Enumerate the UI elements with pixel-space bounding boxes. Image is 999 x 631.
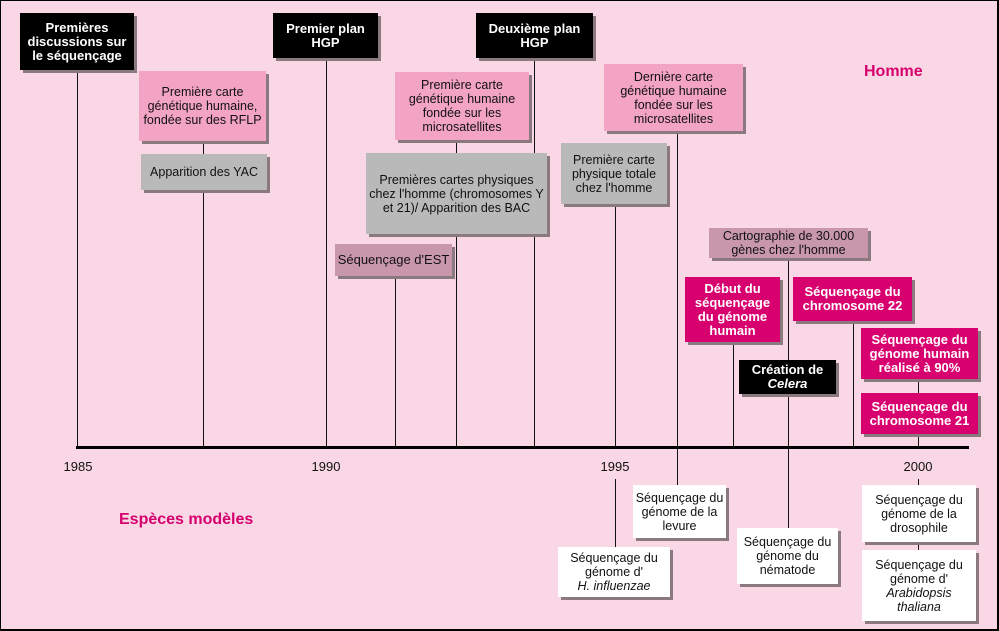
section-label-human: Homme — [864, 63, 923, 80]
connector-line — [615, 479, 616, 547]
event-mapping-30000-genes: Cartographie de 30.000 gènes chez l'homm… — [709, 228, 868, 258]
connector-line — [77, 71, 78, 447]
connector-line — [395, 276, 396, 447]
event-first-plan-hgp: Premier plan HGP — [273, 13, 378, 58]
connector-line — [853, 321, 854, 447]
event-total-physical-map: Première carte physique totale chez l'ho… — [561, 143, 667, 204]
event-microsatellite-map: Première carte génétique humaine fondée … — [395, 72, 529, 140]
year-label-1985: 1985 — [63, 459, 93, 474]
event-genome-90-percent: Séquençage du génome humain réalisé à 90… — [861, 328, 978, 379]
connector-line — [456, 140, 457, 447]
event-arabidopsis-genome: Séquençage du génome d' Arabidopsis thal… — [862, 550, 976, 621]
event-yac: Apparition des YAC — [141, 154, 267, 190]
h-influenzae-name: H. influenzae — [577, 579, 651, 593]
connector-line — [326, 59, 327, 447]
celera-prefix: Création de — [751, 362, 824, 377]
event-first-discussions: Premières discussions sur le séquençage — [20, 13, 134, 70]
event-chromosome-21: Séquençage du chromosome 21 — [861, 393, 978, 434]
event-genome-sequencing-start: Début du séquençage du génome humain — [685, 277, 780, 342]
connector-line — [615, 204, 616, 447]
event-h-influenzae-genome: Séquençage du génome d' H. influenzae — [558, 547, 670, 597]
event-rflp-map: Première carte génétique humaine, fondée… — [139, 71, 266, 141]
connector-line — [733, 342, 734, 447]
connector-line — [677, 131, 678, 485]
arabidopsis-name: Arabidopsis thaliana — [886, 585, 952, 614]
year-label-1990: 1990 — [311, 459, 341, 474]
event-chromosome-22: Séquençage du chromosome 22 — [793, 277, 912, 321]
timeline-axis — [76, 446, 969, 449]
event-second-plan-hgp: Deuxième plan HGP — [476, 13, 593, 58]
year-label-1995: 1995 — [600, 459, 630, 474]
event-est: Séquençage d'EST — [335, 244, 452, 276]
celera-name: Celera — [767, 376, 808, 391]
arabidopsis-prefix: Séquençage du génome d' — [875, 557, 963, 586]
section-label-model-species: Espèces modèles — [119, 511, 254, 528]
event-drosophila-genome: Séquençage du génome de la drosophile — [862, 485, 976, 542]
connector-line — [534, 59, 535, 447]
event-last-genetic-map: Dernière carte génétique humaine fondée … — [604, 64, 743, 131]
event-nematode-genome: Séquençage du génome du nématode — [737, 528, 838, 584]
event-celera-creation: Création de Celera — [739, 360, 836, 394]
event-yeast-genome: Séquençage du génome de la levure — [633, 485, 726, 538]
connector-line — [203, 141, 204, 447]
year-label-2000: 2000 — [903, 459, 933, 474]
event-physical-maps: Premières cartes physiques chez l'homme … — [366, 153, 547, 234]
h-influenzae-prefix: Séquençage du génome d' — [570, 551, 658, 579]
